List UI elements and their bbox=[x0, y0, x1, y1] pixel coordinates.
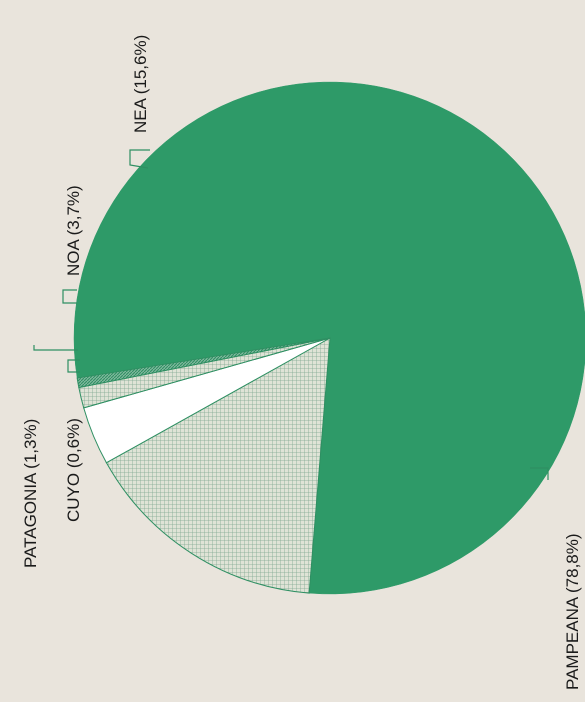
leader-lines bbox=[33, 149, 549, 480]
slice-label-pampeana: PAMPEANA (78,8%) bbox=[563, 533, 582, 690]
slice-label-cuyo: CUYO (0,6%) bbox=[64, 418, 83, 522]
pie-slices bbox=[73, 81, 585, 595]
pie-slice-cuyo bbox=[76, 337, 331, 389]
slice-label-patagonia: PATAGONIA (1,3%) bbox=[21, 419, 40, 568]
leader-cuyo bbox=[67, 359, 80, 373]
pie-slice-nea bbox=[105, 337, 331, 594]
leader-pampeana bbox=[530, 467, 549, 480]
leader-noa bbox=[62, 289, 77, 304]
slice-label-noa: NOA (3,7%) bbox=[64, 185, 83, 276]
slice-label-nea: NEA (15,6%) bbox=[131, 35, 150, 133]
leader-nea bbox=[129, 149, 150, 169]
leader-patagonia bbox=[33, 345, 78, 351]
